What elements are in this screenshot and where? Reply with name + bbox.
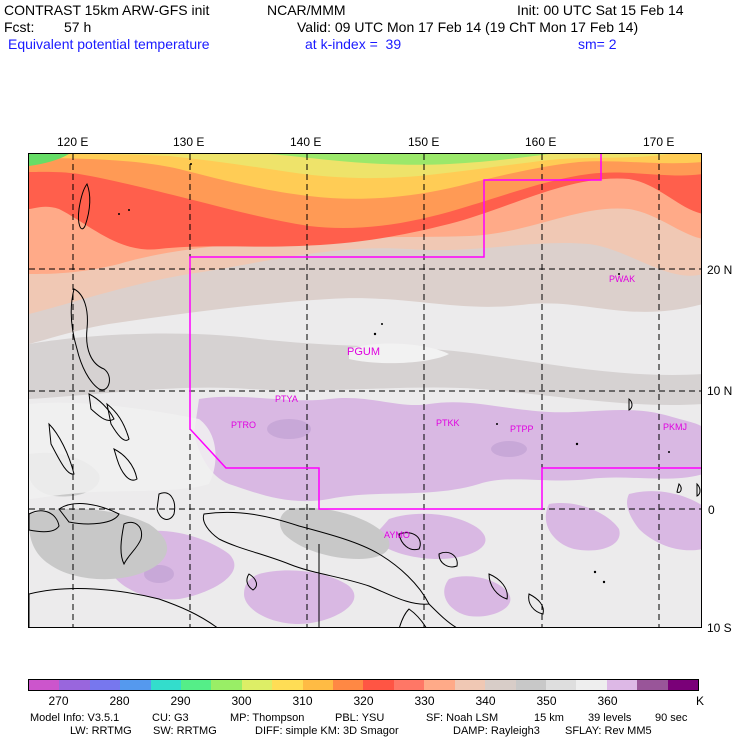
lat-label-equator: 0 bbox=[708, 503, 715, 517]
color-bar-swatch bbox=[576, 680, 607, 690]
color-bar-swatch bbox=[150, 680, 182, 690]
color-bar-tick-label: 280 bbox=[109, 694, 130, 708]
organization-label: NCAR/MMM bbox=[267, 2, 346, 18]
station-ptro: PTRO bbox=[231, 420, 257, 430]
color-bar-tick-label: 320 bbox=[353, 694, 374, 708]
station-pwak: PWAK bbox=[609, 274, 636, 284]
time-step: 90 sec bbox=[655, 712, 688, 724]
color-bar-swatch bbox=[241, 680, 273, 690]
color-bar-swatch bbox=[454, 680, 486, 690]
color-bar-swatch bbox=[333, 680, 364, 690]
shortwave-scheme: SW: RRTMG bbox=[153, 725, 217, 737]
color-bar-swatch bbox=[667, 680, 698, 690]
surface-layer-scheme: SFLAY: Rev MM5 bbox=[565, 725, 652, 737]
color-bar-tick-label: 350 bbox=[536, 694, 557, 708]
lon-label-120e: 120 E bbox=[57, 135, 89, 149]
lat-label-20n: 20 N bbox=[707, 263, 733, 277]
color-bar-unit: K bbox=[696, 694, 705, 708]
station-ptpp: PTPP bbox=[510, 424, 534, 434]
model-info: Model Info: V3.5.1 bbox=[30, 712, 120, 724]
station-aymo: AYMO bbox=[384, 530, 410, 540]
color-bar bbox=[28, 679, 699, 691]
forecast-hour: 57 h bbox=[64, 19, 92, 35]
grid-resolution: 15 km bbox=[534, 712, 564, 724]
lon-label-140e: 140 E bbox=[290, 135, 322, 149]
color-bar-swatch bbox=[637, 680, 668, 690]
lon-label-150e: 150 E bbox=[408, 135, 440, 149]
damping-scheme: DAMP: Rayleigh3 bbox=[453, 725, 540, 737]
vertical-levels: 39 levels bbox=[588, 712, 632, 724]
lon-label-160e: 160 E bbox=[525, 135, 557, 149]
field-name: Equivalent potential temperature bbox=[8, 36, 210, 52]
pbl-scheme: PBL: YSU bbox=[335, 712, 385, 724]
color-bar-swatch bbox=[211, 680, 242, 690]
color-bar-tick-label: 310 bbox=[292, 694, 313, 708]
color-bar-swatch bbox=[120, 680, 151, 690]
color-bar-swatch bbox=[59, 680, 90, 690]
diffusion-scheme: DIFF: simple KM: 3D Smagor bbox=[255, 725, 399, 737]
theta-e-field bbox=[29, 154, 701, 627]
color-bar-swatch bbox=[89, 680, 121, 690]
lat-label-10n: 10 N bbox=[707, 384, 733, 398]
color-bar-swatch bbox=[485, 680, 516, 690]
color-bar-swatch bbox=[363, 680, 394, 690]
color-bar-swatch bbox=[393, 680, 425, 690]
color-bar-swatch bbox=[181, 680, 212, 690]
color-bar-swatch bbox=[29, 680, 60, 690]
color-bar-tick-label: 290 bbox=[170, 694, 191, 708]
color-bar-swatch bbox=[272, 680, 303, 690]
color-bar-swatch bbox=[545, 680, 577, 690]
init-time: Init: 00 UTC Sat 15 Feb 14 bbox=[517, 2, 684, 18]
smoothing-label: sm= 2 bbox=[578, 36, 617, 52]
station-pkmj: PKMJ bbox=[663, 422, 688, 432]
color-bar-tick-label: 300 bbox=[231, 694, 252, 708]
station-ptkk: PTKK bbox=[436, 418, 460, 428]
longwave-scheme: LW: RRTMG bbox=[70, 725, 132, 737]
lon-label-170e: 170 E bbox=[643, 135, 675, 149]
color-bar-tick-label: 270 bbox=[48, 694, 69, 708]
color-bar-tick-label: 330 bbox=[414, 694, 435, 708]
station-ptya: PTYA bbox=[275, 394, 298, 404]
lat-label-10s: 10 S bbox=[707, 621, 732, 635]
color-bar-swatch bbox=[606, 680, 638, 690]
map-panel[interactable]: PWAK PGUM PTYA PTRO PTKK PTPP PKMJ AYMO bbox=[28, 153, 702, 628]
color-bar-swatch bbox=[424, 680, 455, 690]
station-pgum: PGUM bbox=[347, 346, 380, 358]
microphysics-scheme: MP: Thompson bbox=[230, 712, 305, 724]
valid-time: Valid: 09 UTC Mon 17 Feb 14 (19 ChT Mon … bbox=[297, 19, 639, 35]
color-bar-tick-label: 360 bbox=[597, 694, 618, 708]
plot-title: CONTRAST 15km ARW-GFS init bbox=[4, 2, 210, 18]
color-bar-tick-label: 340 bbox=[475, 694, 496, 708]
lon-label-130e: 130 E bbox=[173, 135, 205, 149]
color-bar-swatch bbox=[302, 680, 334, 690]
vertical-level: at k-index = 39 bbox=[305, 36, 402, 52]
forecast-label: Fcst: bbox=[4, 19, 35, 35]
cumulus-scheme: CU: G3 bbox=[152, 712, 189, 724]
surface-scheme: SF: Noah LSM bbox=[426, 712, 499, 724]
color-bar-swatch bbox=[515, 680, 546, 690]
